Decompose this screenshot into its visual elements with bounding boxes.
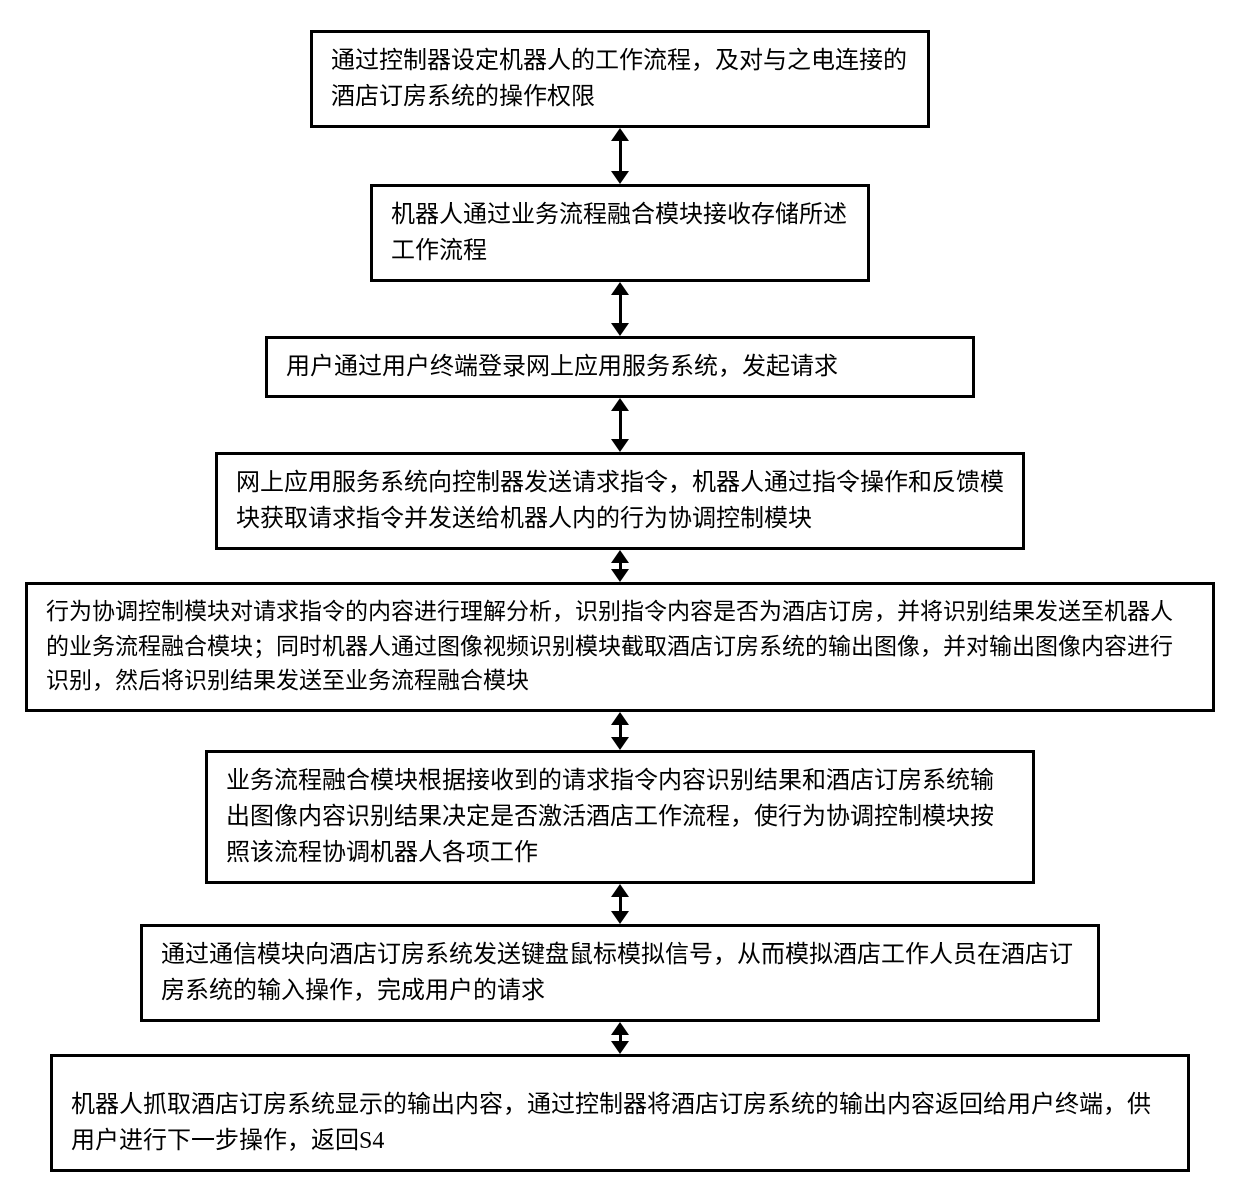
- arrow-up-icon: [611, 398, 629, 411]
- arrow-up-icon: [611, 550, 629, 563]
- flowchart-box-step5: 行为协调控制模块对请求指令的内容进行理解分析，识别指令内容是否为酒店订房，并将识…: [25, 582, 1215, 712]
- bidirectional-connector: [611, 398, 629, 452]
- arrow-up-icon: [611, 1022, 629, 1035]
- connector-line: [619, 411, 622, 439]
- arrow-up-icon: [611, 128, 629, 141]
- connector-line: [619, 897, 622, 911]
- flowchart-box-step4: 网上应用服务系统向控制器发送请求指令，机器人通过指令操作和反馈模块获取请求指令并…: [215, 452, 1025, 550]
- arrow-down-icon: [611, 911, 629, 924]
- flowchart-box-step1: 通过控制器设定机器人的工作流程，及对与之电连接的酒店订房系统的操作权限: [310, 30, 930, 128]
- flowchart-box-step3: 用户通过用户终端登录网上应用服务系统，发起请求: [265, 336, 975, 398]
- connector-line: [619, 725, 622, 737]
- bidirectional-connector: [611, 884, 629, 924]
- arrow-up-icon: [611, 282, 629, 295]
- flowchart-container: 通过控制器设定机器人的工作流程，及对与之电连接的酒店订房系统的操作权限机器人通过…: [20, 30, 1220, 1172]
- bidirectional-connector: [611, 550, 629, 582]
- bidirectional-connector: [611, 712, 629, 750]
- connector-line: [619, 295, 622, 323]
- flowchart-box-step2: 机器人通过业务流程融合模块接收存储所述工作流程: [370, 184, 870, 282]
- bidirectional-connector: [611, 128, 629, 184]
- flowchart-box-step6: 业务流程融合模块根据接收到的请求指令内容识别结果和酒店订房系统输出图像内容识别结…: [205, 750, 1035, 884]
- arrow-up-icon: [611, 884, 629, 897]
- arrow-down-icon: [611, 323, 629, 336]
- flowchart-box-step8: 机器人抓取酒店订房系统显示的输出内容，通过控制器将酒店订房系统的输出内容返回给用…: [50, 1054, 1190, 1172]
- connector-line: [619, 141, 622, 171]
- arrow-down-icon: [611, 171, 629, 184]
- bidirectional-connector: [611, 1022, 629, 1054]
- arrow-down-icon: [611, 439, 629, 452]
- arrow-down-icon: [611, 1041, 629, 1054]
- bidirectional-connector: [611, 282, 629, 336]
- arrow-down-icon: [611, 737, 629, 750]
- flowchart-box-step7: 通过通信模块向酒店订房系统发送键盘鼠标模拟信号，从而模拟酒店工作人员在酒店订房系…: [140, 924, 1100, 1022]
- arrow-down-icon: [611, 569, 629, 582]
- arrow-up-icon: [611, 712, 629, 725]
